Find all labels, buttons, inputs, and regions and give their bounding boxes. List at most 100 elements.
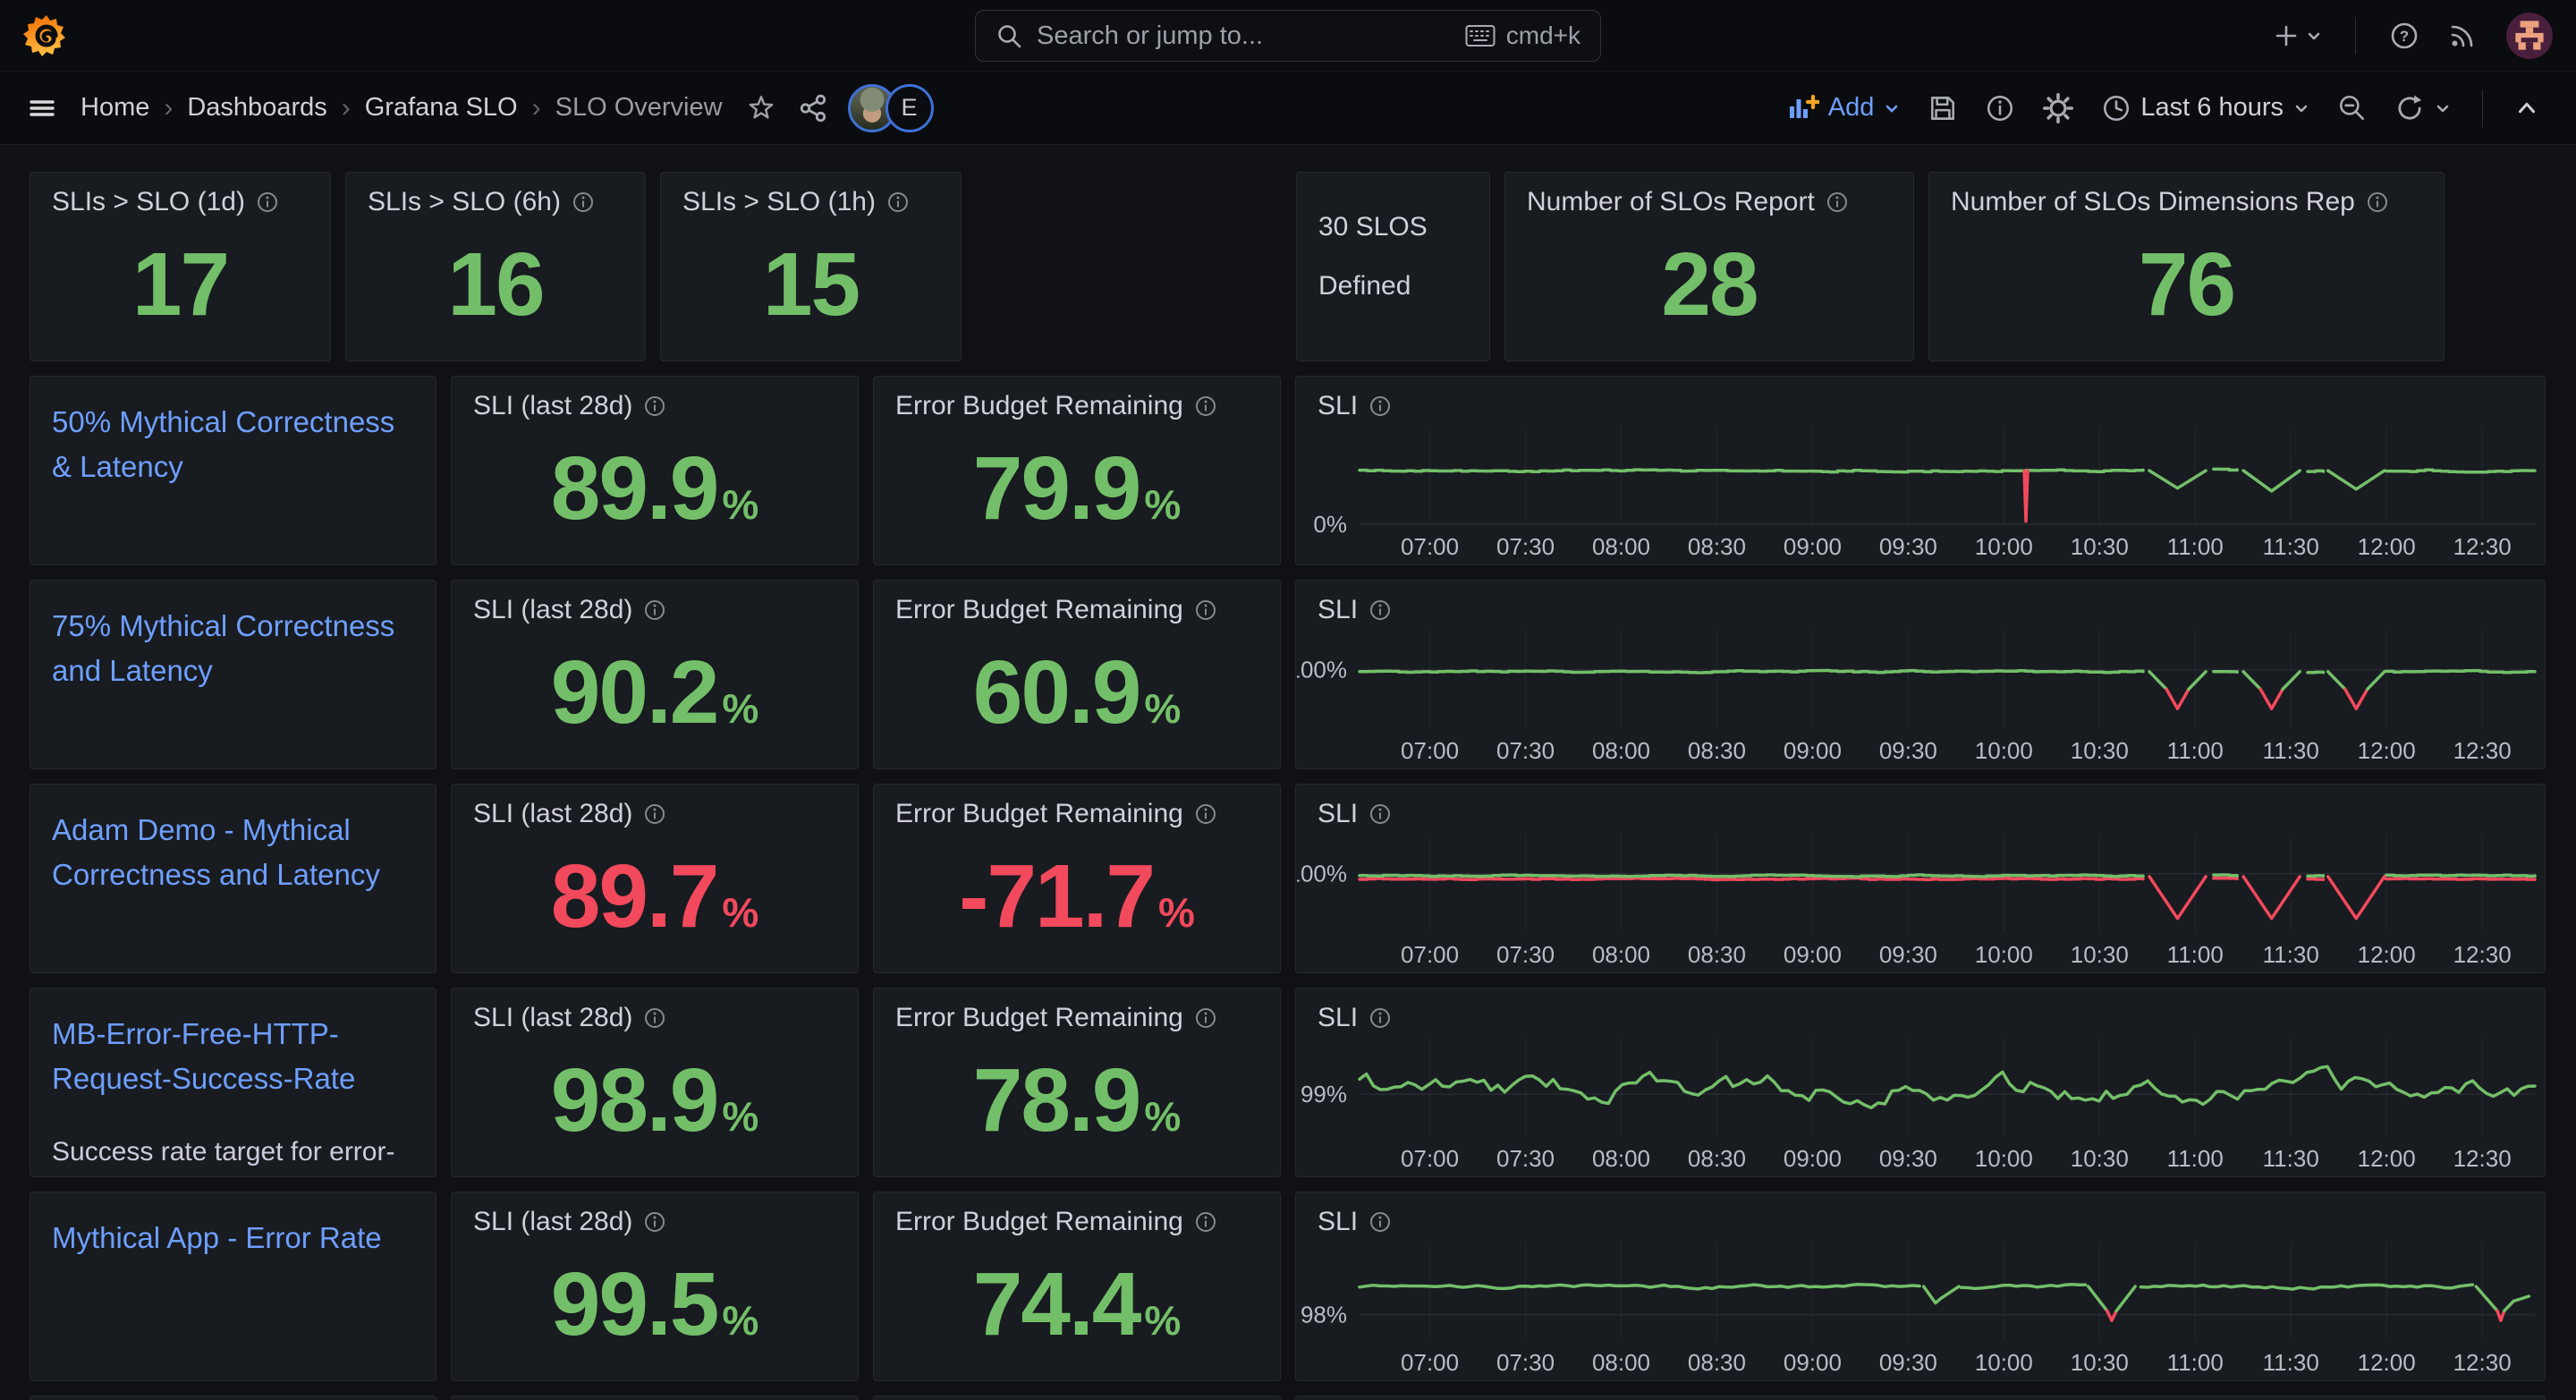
slo-link[interactable]: 75% Mythical Correctness and Latency bbox=[52, 609, 395, 687]
svg-text:08:00: 08:00 bbox=[1592, 941, 1650, 968]
clock-icon bbox=[2104, 95, 2130, 121]
info-icon[interactable] bbox=[1368, 802, 1392, 826]
svg-text:08:30: 08:30 bbox=[1688, 1145, 1746, 1172]
svg-text:07:30: 07:30 bbox=[1496, 1349, 1555, 1376]
slo-name-panel: 50% Mythical Correctness & Latency bbox=[30, 376, 436, 565]
sli-stat-panel: SLI (last 28d) 90.2 % bbox=[451, 580, 859, 769]
slo-link[interactable]: MB-Error-Free-HTTP-Request-Success-Rate bbox=[52, 1017, 356, 1095]
error-budget-stat-panel: Error Budget Remaining 74.4 % bbox=[873, 1192, 1281, 1381]
save-dashboard-button[interactable] bbox=[1919, 84, 1967, 132]
favorite-star-button[interactable] bbox=[746, 94, 776, 123]
svg-text:10:00: 10:00 bbox=[1975, 1349, 2033, 1376]
search-input[interactable]: Search or jump to... cmd+k bbox=[975, 10, 1601, 62]
svg-text:07:30: 07:30 bbox=[1496, 737, 1555, 764]
error-budget-value: 74.4 bbox=[972, 1254, 1142, 1354]
panel-title: SLI bbox=[1318, 1207, 1359, 1236]
svg-text:98%: 98% bbox=[1301, 1302, 1347, 1328]
info-icon[interactable] bbox=[572, 191, 595, 214]
error-budget-value: 60.9 bbox=[972, 642, 1142, 742]
breadcrumb-current-page: SLO Overview bbox=[555, 93, 723, 122]
sli-chart[interactable]: 07:00 07:30 08:00 08:30 09:00 09:30 10:00 10:30… bbox=[1297, 827, 2544, 972]
svg-text:07:00: 07:00 bbox=[1401, 1145, 1459, 1172]
chevron-down-icon bbox=[2308, 32, 2320, 39]
error-budget-value: 78.9 bbox=[972, 1050, 1142, 1150]
refresh-button[interactable] bbox=[2385, 84, 2461, 132]
error-budget-unit: % bbox=[1158, 889, 1195, 936]
panel-title: Error Budget Remaining bbox=[895, 1003, 1183, 1032]
info-icon[interactable] bbox=[643, 1210, 666, 1234]
info-icon[interactable] bbox=[1368, 1006, 1392, 1030]
panel-title: Error Budget Remaining bbox=[895, 391, 1183, 420]
breadcrumb-folder[interactable]: Grafana SLO bbox=[364, 93, 518, 122]
sli-unit: % bbox=[722, 1297, 759, 1344]
info-icon[interactable] bbox=[2366, 191, 2389, 214]
viewer-avatar-letter[interactable]: E bbox=[885, 83, 934, 132]
svg-text:10:00: 10:00 bbox=[1975, 941, 2033, 968]
search-shortcut-label: cmd+k bbox=[1505, 21, 1580, 49]
sli-chart[interactable]: 07:00 07:30 08:00 08:30 09:00 09:30 10:00 10:30… bbox=[1297, 1031, 2544, 1175]
info-icon[interactable] bbox=[1368, 395, 1392, 418]
mega-menu-button[interactable] bbox=[27, 93, 57, 123]
panel-title: SLIs > SLO (1h) bbox=[682, 187, 876, 216]
collapse-header-button[interactable] bbox=[2504, 86, 2549, 131]
svg-text:12:00: 12:00 bbox=[2358, 533, 2416, 560]
help-button[interactable]: ? bbox=[2381, 13, 2428, 59]
stat-panel-slis-slo-1d: SLIs > SLO (1d) 17 bbox=[30, 172, 331, 361]
text-line: 30 SLOS bbox=[1318, 212, 1428, 242]
info-icon[interactable] bbox=[643, 395, 666, 418]
info-icon[interactable] bbox=[1194, 1006, 1217, 1030]
slo-link[interactable]: Adam Demo - Mythical Correctness and Lat… bbox=[52, 813, 380, 891]
svg-text:10:00: 10:00 bbox=[1975, 737, 2033, 764]
dashboard-canvas: SLIs > SLO (1d) 17 SLIs > SLO (6h) 16 bbox=[0, 145, 2576, 1400]
svg-text:11:30: 11:30 bbox=[2263, 533, 2319, 560]
sli-timeseries-panel: SLI 07:00 07:30 08:00 08:30 09:00 09:30 10:00 1… bbox=[1295, 1192, 2546, 1381]
stat-panel-slo-dimensions-reporting: Number of SLOs Dimensions Rep 76 bbox=[1928, 172, 2445, 361]
sli-unit: % bbox=[722, 685, 759, 732]
breadcrumb-dashboards[interactable]: Dashboards bbox=[187, 93, 327, 122]
breadcrumb-home[interactable]: Home bbox=[80, 93, 150, 122]
info-icon[interactable] bbox=[643, 802, 666, 826]
svg-text:07:00: 07:00 bbox=[1401, 941, 1459, 968]
sli-stat-panel: SLI (last 28d) 98.9 % bbox=[451, 988, 859, 1177]
sli-chart[interactable]: 07:00 07:30 08:00 08:30 09:00 09:30 10:00 10:30… bbox=[1297, 1235, 2544, 1379]
info-icon[interactable] bbox=[1194, 395, 1217, 418]
svg-text:11:30: 11:30 bbox=[2263, 737, 2319, 764]
svg-text:08:00: 08:00 bbox=[1592, 1349, 1650, 1376]
info-icon[interactable] bbox=[886, 191, 910, 214]
info-icon[interactable] bbox=[1368, 598, 1392, 622]
panel-title: SLI bbox=[1318, 799, 1359, 828]
stat-value: 76 bbox=[2138, 234, 2236, 335]
info-icon[interactable] bbox=[1194, 1210, 1217, 1234]
info-icon[interactable] bbox=[1826, 191, 1849, 214]
info-icon[interactable] bbox=[643, 1006, 666, 1030]
dashboard-insights-button[interactable] bbox=[1976, 84, 2024, 132]
info-icon[interactable] bbox=[256, 191, 279, 214]
sli-chart[interactable]: 07:00 07:30 08:00 08:30 09:00 09:30 10:00 10:30… bbox=[1297, 624, 2544, 768]
share-icon bbox=[800, 94, 826, 122]
svg-text:11:30: 11:30 bbox=[2263, 1349, 2319, 1376]
news-button[interactable] bbox=[2440, 13, 2485, 58]
info-icon[interactable] bbox=[1194, 598, 1217, 622]
svg-text:100%: 100% bbox=[1297, 861, 1347, 887]
sli-chart[interactable]: 07:00 07:30 08:00 08:30 09:00 09:30 10:00 10:30… bbox=[1297, 420, 2544, 564]
new-menu-button[interactable] bbox=[2266, 15, 2330, 56]
sli-value: 89.7 bbox=[550, 846, 720, 946]
help-icon: ? bbox=[2391, 22, 2418, 48]
info-icon[interactable] bbox=[643, 598, 666, 622]
add-panel-button[interactable]: Add bbox=[1778, 83, 1911, 133]
svg-text:12:00: 12:00 bbox=[2358, 737, 2416, 764]
share-button[interactable] bbox=[798, 93, 828, 123]
divider bbox=[2355, 16, 2356, 55]
svg-text:10:00: 10:00 bbox=[1975, 1145, 2033, 1172]
grafana-logo[interactable] bbox=[23, 13, 70, 59]
svg-text:09:30: 09:30 bbox=[1879, 737, 1937, 764]
zoom-out-time-button[interactable] bbox=[2328, 84, 2377, 132]
dashboard-settings-button[interactable] bbox=[2033, 83, 2083, 133]
slo-link[interactable]: 50% Mythical Correctness & Latency bbox=[52, 405, 395, 483]
user-avatar[interactable] bbox=[2506, 12, 2553, 59]
slo-link[interactable]: Mythical App - Error Rate bbox=[52, 1221, 382, 1254]
info-icon[interactable] bbox=[1368, 1210, 1392, 1234]
info-icon[interactable] bbox=[1194, 802, 1217, 826]
stat-value: 17 bbox=[131, 234, 230, 335]
time-range-picker[interactable]: Last 6 hours bbox=[2092, 84, 2319, 132]
